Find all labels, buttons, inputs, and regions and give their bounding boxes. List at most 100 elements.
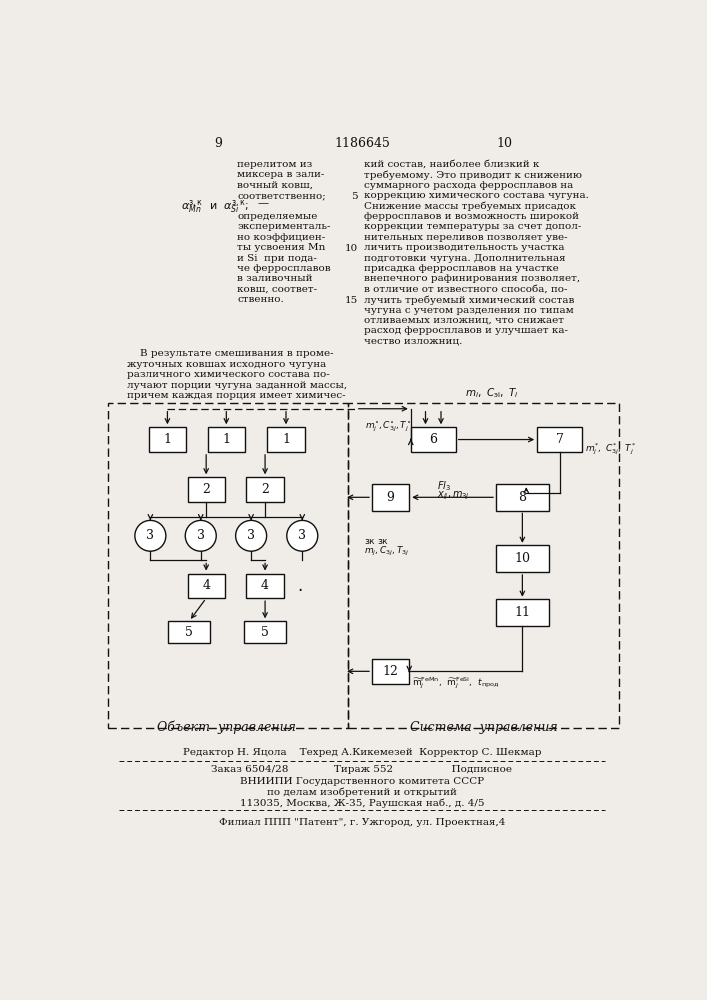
Text: 3: 3	[197, 529, 205, 542]
Text: 3: 3	[247, 529, 255, 542]
Bar	[107, 403, 348, 728]
Text: $x_{ij}, m_{3j}$: $x_{ij}, m_{3j}$	[437, 490, 470, 502]
Text: —: —	[257, 199, 269, 209]
Text: 9: 9	[215, 137, 223, 150]
Circle shape	[235, 520, 267, 551]
Text: $m^{*}_j,\ C^{*}_{3j},\ T^{*}_j$: $m^{*}_j,\ C^{*}_{3j},\ T^{*}_j$	[585, 442, 636, 457]
Text: миксера в зали-: миксера в зали-	[237, 170, 325, 179]
Text: 5: 5	[261, 626, 269, 639]
Text: ферросплавов и возможность широкой: ферросплавов и возможность широкой	[364, 212, 579, 221]
Bar	[496, 599, 549, 626]
Text: 3: 3	[146, 529, 154, 542]
Text: $Fl_3$: $Fl_3$	[437, 480, 451, 493]
Bar	[187, 477, 225, 502]
Bar	[372, 659, 409, 684]
Text: лучить требуемый химический состав: лучить требуемый химический состав	[364, 295, 575, 305]
Bar	[267, 427, 305, 452]
Bar	[208, 427, 245, 452]
Text: эксперименталь-: эксперименталь-	[237, 222, 331, 231]
Text: 1186645: 1186645	[334, 137, 390, 150]
Bar	[496, 484, 549, 511]
Bar	[149, 427, 186, 452]
Text: Заказ 6504/28              Тираж 552                  Подписное: Заказ 6504/28 Тираж 552 Подписное	[211, 765, 513, 774]
Text: 7: 7	[556, 433, 563, 446]
Text: кий состав, наиболее близкий к: кий состав, наиболее близкий к	[364, 160, 539, 169]
Text: 3: 3	[298, 529, 306, 542]
Text: коррекцию химического состава чугуна.: коррекцию химического состава чугуна.	[364, 191, 589, 200]
Text: 1: 1	[222, 433, 230, 446]
Text: 6: 6	[429, 433, 437, 446]
Text: Редактор Н. Яцола    Техред А.Кикемезей  Корректор С. Шекмар: Редактор Н. Яцола Техред А.Кикемезей Кор…	[182, 748, 541, 757]
Circle shape	[185, 520, 216, 551]
Text: 1: 1	[282, 433, 290, 446]
Bar	[247, 477, 284, 502]
Text: Филиал ППП "Патент", г. Ужгород, ул. Проектная,4: Филиал ППП "Патент", г. Ужгород, ул. Про…	[218, 818, 505, 827]
Text: и Si  при пода-: и Si при пода-	[237, 254, 317, 263]
Text: 10: 10	[496, 137, 513, 150]
Text: отливаемых изложниц, что снижает: отливаемых изложниц, что снижает	[364, 316, 564, 325]
Text: в отличие от известного способа, по-: в отличие от известного способа, по-	[364, 285, 568, 294]
Text: коррекции температуры за счет допол-: коррекции температуры за счет допол-	[364, 222, 582, 231]
Text: требуемому. Это приводит к снижению: требуемому. Это приводит к снижению	[364, 170, 583, 180]
Text: 10: 10	[515, 552, 530, 565]
Bar	[247, 574, 284, 598]
Bar	[411, 427, 456, 452]
Text: 5: 5	[185, 626, 193, 639]
Text: 5: 5	[351, 192, 358, 201]
Bar	[372, 484, 409, 511]
Text: суммарного расхода ферросплавов на: суммарного расхода ферросплавов на	[364, 181, 573, 190]
Text: лучают порции чугуна заданной массы,: лучают порции чугуна заданной массы,	[127, 381, 347, 390]
Bar	[168, 621, 211, 643]
Text: $\alpha^{\mathsf{з,к}}_{Mn}$  и  $\alpha^{\mathsf{з,к}}_{Si}$;: $\alpha^{\mathsf{з,к}}_{Mn}$ и $\alpha^{…	[182, 199, 249, 216]
Text: ственно.: ственно.	[237, 295, 284, 304]
Bar	[496, 545, 549, 572]
Bar	[348, 403, 619, 728]
Text: определяемые: определяемые	[237, 212, 317, 221]
Text: нительных переливов позволяет уве-: нительных переливов позволяет уве-	[364, 233, 568, 242]
Text: 15: 15	[345, 296, 358, 305]
Text: вочный ковш,: вочный ковш,	[237, 181, 313, 190]
Text: расход ферросплавов и улучшает ка-: расход ферросплавов и улучшает ка-	[364, 326, 568, 335]
Text: .: .	[298, 577, 303, 595]
Bar	[244, 621, 286, 643]
Text: 4: 4	[261, 579, 269, 592]
Text: ВНИИПИ Государственного комитета СССР: ВНИИПИ Государственного комитета СССР	[240, 777, 484, 786]
Text: ты усвоения Mn: ты усвоения Mn	[237, 243, 325, 252]
Text: чество изложниц.: чество изложниц.	[364, 337, 462, 346]
Circle shape	[135, 520, 166, 551]
Text: перелитом из: перелитом из	[237, 160, 312, 169]
Text: че ферросплавов: че ферросплавов	[237, 264, 331, 273]
Text: В результате смешивания в проме-: В результате смешивания в проме-	[127, 349, 334, 358]
Text: причем каждая порция имеет химичес-: причем каждая порция имеет химичес-	[127, 391, 346, 400]
Text: подготовки чугуна. Дополнительная: подготовки чугуна. Дополнительная	[364, 254, 566, 263]
Text: 9: 9	[387, 491, 395, 504]
Text: 10: 10	[345, 244, 358, 253]
Text: Объект  управления: Объект управления	[157, 721, 296, 734]
Text: в заливочный: в заливочный	[237, 274, 312, 283]
Bar	[187, 574, 225, 598]
Text: жуточных ковшах исходного чугуна: жуточных ковшах исходного чугуна	[127, 360, 327, 369]
Text: Система  управления: Система управления	[410, 721, 557, 734]
Text: различного химического состава по-: различного химического состава по-	[127, 370, 330, 379]
Text: 8: 8	[518, 491, 527, 504]
Text: Снижение массы требуемых присадок: Снижение массы требуемых присадок	[364, 202, 576, 211]
Circle shape	[287, 520, 317, 551]
Text: чугуна с учетом разделения по типам: чугуна с учетом разделения по типам	[364, 306, 574, 315]
Text: присадка ферросплавов на участке: присадка ферросплавов на участке	[364, 264, 559, 273]
Text: личить производительность участка: личить производительность участка	[364, 243, 565, 252]
Text: но коэффициен-: но коэффициен-	[237, 233, 325, 242]
Text: $m_j,C_{3j},T_{3j}$: $m_j,C_{3j},T_{3j}$	[363, 545, 409, 558]
Text: соответственно;: соответственно;	[237, 191, 326, 200]
Text: $m_i,\ C_{\mathsf{эi}},\ T_i$: $m_i,\ C_{\mathsf{эi}},\ T_i$	[464, 386, 518, 400]
Text: 12: 12	[382, 665, 399, 678]
Bar	[537, 427, 582, 452]
Text: 113035, Москва, Ж-35, Раушская наб., д. 4/5: 113035, Москва, Ж-35, Раушская наб., д. …	[240, 798, 484, 808]
Text: 2: 2	[202, 483, 210, 496]
Text: внепечного рафинирования позволяет,: внепечного рафинирования позволяет,	[364, 274, 580, 283]
Text: 4: 4	[202, 579, 210, 592]
Text: по делам изобретений и открытий: по делам изобретений и открытий	[267, 788, 457, 797]
Text: 11: 11	[515, 606, 530, 619]
Text: 1: 1	[163, 433, 171, 446]
Text: $m^{\circ}_j, C^{\circ}_{3j}, T^{\circ}_j$: $m^{\circ}_j, C^{\circ}_{3j}, T^{\circ}_…	[365, 419, 411, 434]
Text: ковш, соответ-: ковш, соответ-	[237, 285, 317, 294]
